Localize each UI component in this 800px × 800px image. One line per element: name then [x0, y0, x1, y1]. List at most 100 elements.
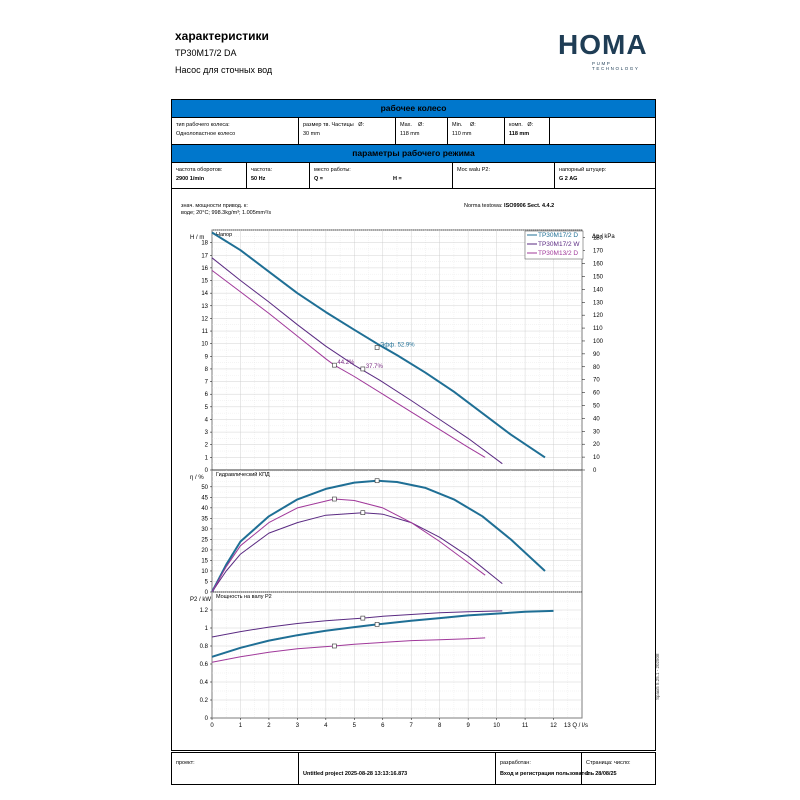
min-label: Min. — [452, 122, 463, 128]
marker-label: 44.2% — [337, 360, 355, 366]
model-name: TP30M17/2 DA — [175, 48, 237, 58]
footer-page-cell: Страница: число: 1 28/08/25 — [582, 753, 655, 784]
series-line — [211, 512, 503, 593]
speed-value: 2900 1/min — [176, 176, 205, 182]
operating-point-marker — [332, 643, 337, 649]
solids-symbol: Ø: — [358, 122, 365, 128]
y-tick-label: 10 — [201, 569, 208, 575]
min-cell: Min. Ø: 110 mm — [448, 118, 505, 144]
y-tick-label: 50 — [201, 485, 208, 491]
y-tick-label: 30 — [201, 527, 208, 533]
impeller-row: тип рабочего колеса: Однолопастное колес… — [172, 118, 655, 145]
y-tick-label: 15 — [201, 279, 208, 285]
date-value: 28/08/25 — [595, 771, 617, 777]
y-tick-label: 0 — [205, 468, 209, 474]
y-tick-label: 8 — [205, 367, 209, 373]
max-label: Max. — [400, 122, 412, 128]
comp-cell: комп. Ø: 118 mm — [505, 118, 550, 144]
pump-description: Насос для сточных вод — [175, 65, 273, 75]
operating-point-marker — [332, 362, 337, 368]
legend-box — [524, 230, 584, 260]
datasheet-frame: рабочее колесо тип рабочего колеса: Одно… — [171, 99, 656, 751]
outlet-cell: напорный штуцер: G 2 AG — [555, 163, 655, 188]
operating-point-marker — [360, 510, 366, 516]
y2-tick-label: 110 — [593, 326, 603, 332]
impeller-type-cell: тип рабочего колеса: Однолопастное колес… — [172, 118, 299, 144]
y-tick-label: 3 — [205, 430, 209, 436]
y-tick-label: 1 — [205, 455, 209, 461]
y2-tick-label: 160 — [593, 262, 604, 268]
y-tick-label: 1.2 — [200, 608, 209, 614]
y2-tick-label: 10 — [593, 455, 600, 461]
max-symbol: Ø: — [418, 122, 424, 128]
charts-group: 0123456789101112131415161718010203040506… — [190, 229, 615, 729]
conditions-line1: знач. мощности привод. к: — [181, 203, 248, 209]
y-tick-label: 14 — [201, 291, 208, 297]
legend-label: TP30M17/2 W — [538, 241, 580, 248]
project-value: Untitled project 2025-08-28 13:13:16.873 — [303, 771, 408, 777]
y2-tick-label: 180 — [593, 236, 604, 242]
x-tick-label: 6 — [381, 723, 385, 729]
page-value: 1 — [586, 771, 590, 777]
min-value: 110 mm — [452, 131, 472, 137]
y2-tick-label: 20 — [593, 442, 600, 448]
impeller-type-label: тип рабочего колеса: — [176, 122, 230, 128]
y-tick-label: 25 — [201, 537, 208, 543]
footer-project-cell: Untitled project 2025-08-28 13:13:16.873 — [299, 753, 496, 784]
y-tick-label: 11 — [202, 329, 209, 335]
solids-cell: размер тв. Частицы Ø: 30 mm — [299, 118, 396, 144]
duty-h: H = — [393, 176, 402, 182]
max-cell: Max. Ø: 118 mm — [396, 118, 448, 144]
marker-label: Эфф. 52.9% — [380, 342, 415, 348]
logo-wordmark: HOMA — [558, 29, 648, 60]
y-tick-label: 0 — [205, 716, 209, 722]
y2-tick-label: 170 — [593, 249, 604, 255]
y-tick-label: 7 — [205, 380, 209, 386]
marker-label: 37.7% — [366, 364, 384, 370]
project-label: проект: — [176, 760, 195, 766]
impeller-type-value: Однолопастное колесо — [176, 131, 236, 137]
x-tick-label: 8 — [438, 723, 442, 729]
conditions-line2: воде; 20°C; 998.3kg/m³; 1.005mm²/s — [181, 210, 272, 216]
duty-label: место работы: — [314, 167, 351, 173]
y-tick-label: 9 — [205, 354, 209, 360]
footer-dev-cell: разработан: Вход и регистрация пользоват… — [496, 753, 594, 784]
y-tick-label: 4 — [205, 417, 209, 423]
freq-value: 50 Hz — [251, 176, 266, 182]
y-tick-label: 20 — [201, 548, 208, 554]
operating-row: частота оборотов: 2900 1/min частота: 50… — [172, 163, 655, 189]
y-tick-label: 15 — [201, 558, 208, 564]
operating-band: параметры рабочего режима — [172, 145, 655, 163]
y2-tick-label: 150 — [593, 274, 604, 280]
software-version-note: Spaix5 5.25.1 - 202508 — [655, 653, 660, 700]
y-tick-label: 0.2 — [200, 698, 209, 704]
norm-note: Norma testowa: ISO9906 Sect. 4.4.2 — [464, 203, 554, 209]
homa-logo: HOMA PUMP TECHNOLOGY — [558, 29, 654, 72]
outlet-label: напорный штуцер: — [559, 167, 607, 173]
panel-title: Мощность на валу P2 — [216, 594, 272, 600]
y-tick-label: 5 — [205, 579, 209, 585]
panel-title: Напор — [216, 232, 232, 238]
y2-tick-label: 80 — [593, 365, 600, 371]
y2-tick-label: 40 — [593, 416, 600, 422]
y-tick-label: 0.4 — [200, 680, 209, 686]
impeller-band: рабочее колесо — [172, 100, 655, 118]
operating-point-marker — [374, 478, 380, 484]
series-line — [211, 257, 503, 465]
min-symbol: Ø: — [470, 122, 476, 128]
operating-point-marker — [374, 345, 380, 350]
y-tick-label: 5 — [205, 405, 209, 411]
speed-label: частота оборотов: — [176, 167, 223, 173]
y-tick-label: 2 — [205, 443, 209, 449]
comp-symbol: Ø: — [527, 122, 534, 128]
x-tick-label: 0 — [210, 723, 214, 729]
operating-point-marker — [374, 622, 380, 627]
y2-tick-label: 50 — [593, 403, 600, 409]
y-tick-label: 16 — [201, 266, 208, 272]
x-tick-label: 5 — [353, 723, 357, 729]
y-tick-label: 10 — [201, 342, 208, 348]
norm-value: ISO9906 Sect. 4.4.2 — [504, 203, 555, 209]
x-axis-label: 13 Q / l/s — [564, 723, 588, 729]
comp-label: комп. — [509, 122, 523, 128]
x-tick-label: 9 — [466, 723, 470, 729]
